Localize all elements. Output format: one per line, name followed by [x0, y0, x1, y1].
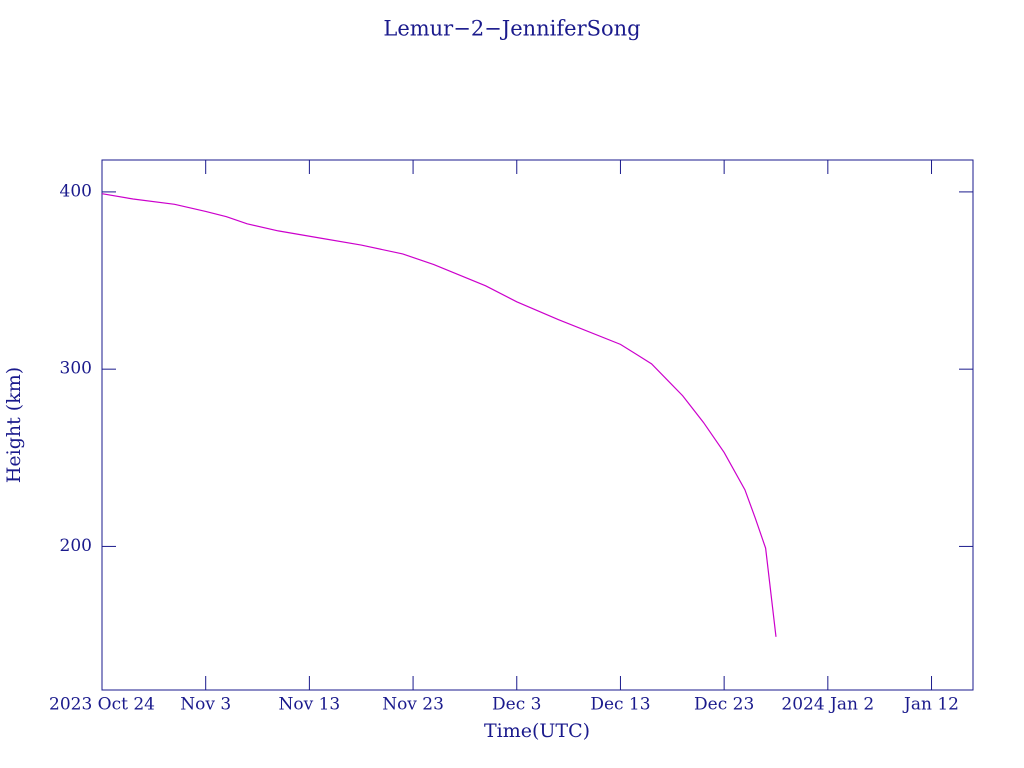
x-tick-label: Dec 13: [590, 695, 650, 715]
x-tick-label: 2024 Jan 2: [781, 695, 874, 715]
plot-frame: [101, 159, 974, 691]
data-line: [101, 193, 777, 637]
y-axis-label: Height (km): [3, 367, 25, 483]
y-tick-label: 300: [60, 359, 92, 379]
x-tick-label: Jan 12: [902, 695, 959, 715]
y-tick-label: 200: [60, 536, 92, 556]
x-tick-label: Dec 23: [694, 695, 754, 715]
y-tick-label: 400: [60, 181, 92, 201]
x-tick-label: Dec 3: [492, 695, 541, 715]
x-axis-label: Time(UTC): [484, 720, 590, 742]
x-tick-label: Nov 23: [382, 695, 444, 715]
x-tick-label: 2023 Oct 24: [49, 695, 155, 715]
x-tick-label: Nov 3: [180, 695, 231, 715]
x-tick-label: Nov 13: [279, 695, 341, 715]
chart-title: Lemur−2−JenniferSong: [383, 17, 640, 41]
